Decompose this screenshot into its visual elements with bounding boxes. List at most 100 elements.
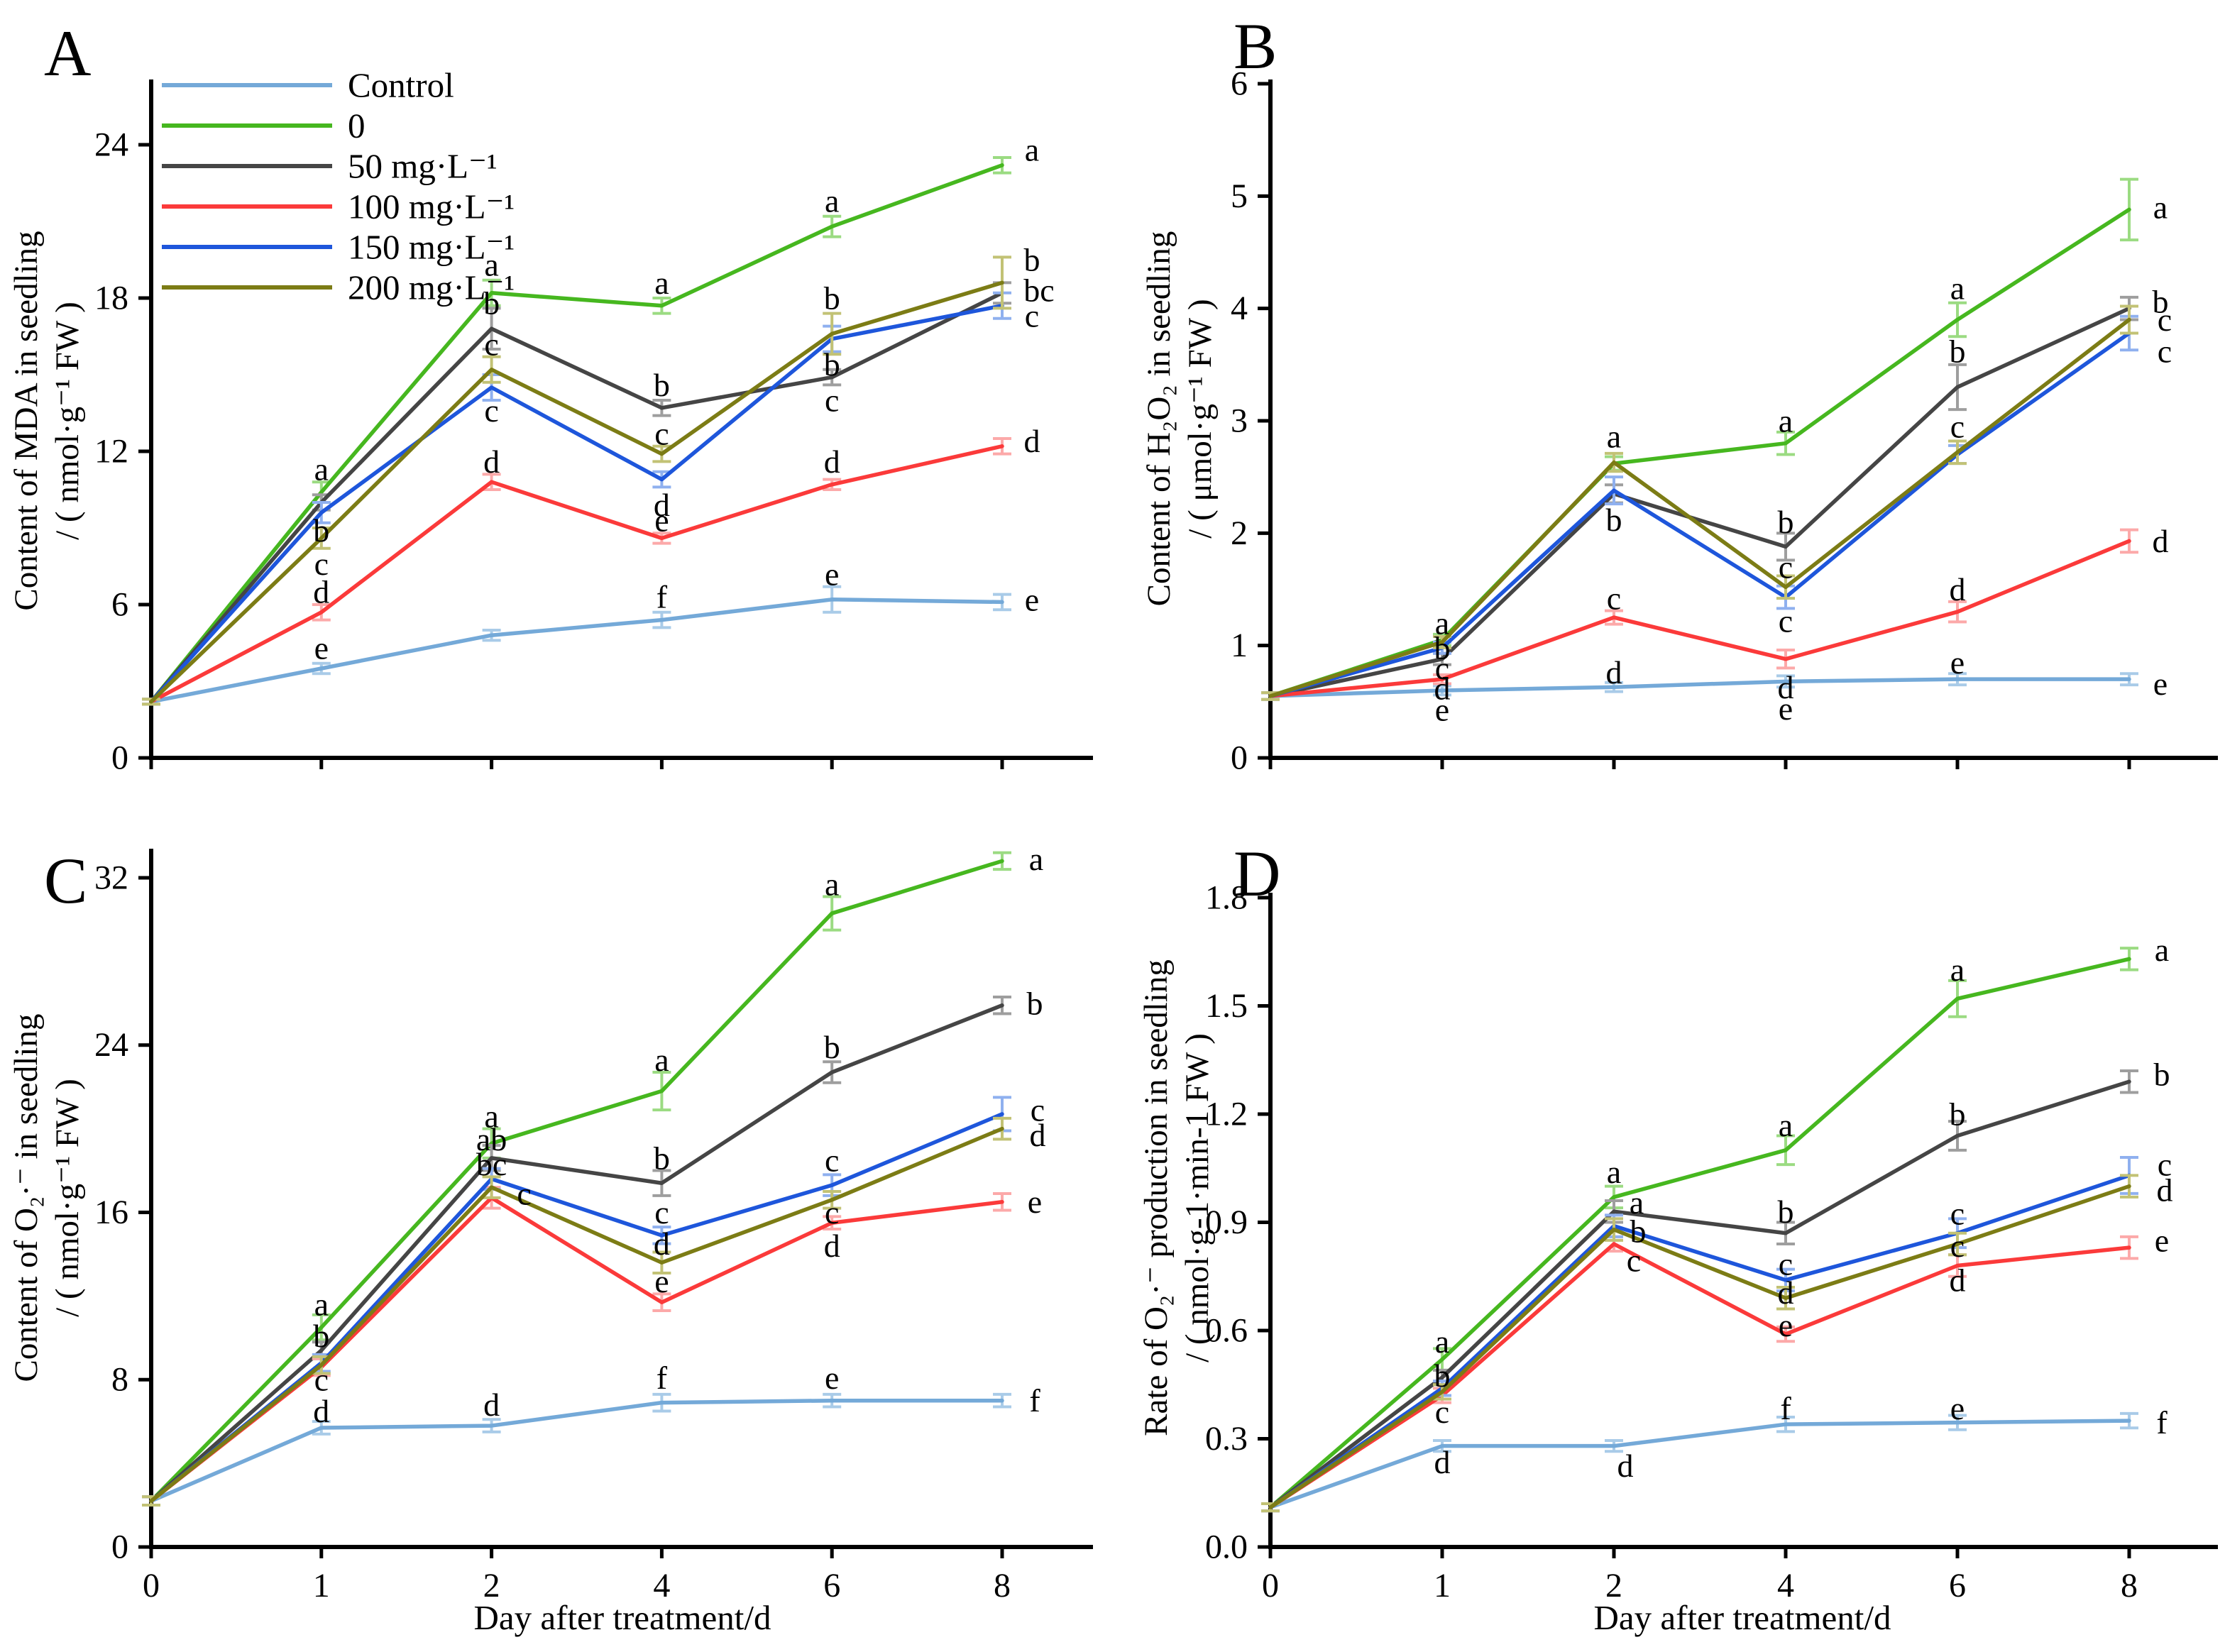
significance-letter: a: [825, 866, 839, 902]
significance-letter: c: [314, 546, 329, 582]
significance-letter: e: [654, 1263, 669, 1299]
series-line: [1268, 306, 2131, 698]
significance-letter: c: [654, 1194, 669, 1230]
series-100: [142, 437, 1011, 706]
series-200: [1261, 304, 2138, 701]
significance-letter: d: [2153, 523, 2169, 559]
significance-letter: b: [313, 1318, 329, 1354]
significance-letter: ab: [476, 1121, 507, 1157]
significance-letter: b: [1434, 629, 1451, 666]
significance-letter: d: [1434, 1444, 1451, 1480]
y-tick-label: 16: [94, 1194, 128, 1231]
significance-letter: c: [1435, 1394, 1449, 1430]
significance-letter: b: [1950, 1096, 1966, 1133]
y-tick-label: 0: [111, 739, 128, 777]
significance-letter: d: [1950, 1262, 1966, 1298]
significance-letter: d: [1950, 571, 1966, 607]
significance-letter: a: [1779, 1107, 1793, 1143]
panel-c-ytitle-line2: / ( nmol·g⁻¹ FW ): [49, 1079, 86, 1317]
significance-letter: d: [313, 1393, 329, 1429]
significance-letter: b: [1778, 504, 1794, 540]
panel-c-ytitle-line1: Content of O₂·⁻ in seedling: [8, 1014, 45, 1382]
significance-letter: a: [2155, 932, 2169, 968]
significance-letter: d: [654, 487, 670, 523]
panel-d-ytitle-line1: Rate of O₂·⁻ production in seedling: [1138, 959, 1175, 1436]
series-line: [1268, 1242, 2131, 1509]
series-line: [1268, 1419, 2131, 1509]
significance-letter: c: [1779, 602, 1793, 639]
panel-b-ytitle-line1: Content of H₂O₂ in seedling: [1141, 231, 1177, 607]
series-control: [1261, 1411, 2138, 1513]
y-tick-label: 1.2: [1205, 1096, 1248, 1133]
series-line: [149, 1398, 1004, 1503]
series-line: [1268, 1079, 2131, 1509]
series-line: [1268, 677, 2131, 698]
series-line: [149, 598, 1004, 704]
significance-letter: b: [824, 346, 840, 382]
significance-letter: e: [825, 556, 839, 592]
significance-letter: e: [825, 1360, 839, 1396]
significance-letter: e: [314, 630, 329, 666]
x-tick-label: 8: [994, 1567, 1011, 1604]
legend-label: 150 mg·L⁻¹: [348, 228, 515, 267]
series-line: [149, 163, 1004, 704]
significance-letter: d: [1617, 1448, 1634, 1484]
significance-letter: b: [1606, 502, 1622, 538]
significance-letter: c: [825, 1194, 839, 1230]
significance-letter: a: [1029, 841, 1043, 877]
significance-letter: b: [2153, 284, 2169, 320]
series-line: [149, 280, 1004, 704]
significance-letter: b: [1027, 985, 1043, 1021]
significance-letter: c: [1950, 1195, 1965, 1231]
significance-letter: f: [1029, 1382, 1040, 1419]
series-line: [1268, 317, 2131, 698]
significance-letter: bc: [476, 1146, 507, 1182]
panel-b-ytitle-line2: / ( μmol·g⁻¹ FW ): [1182, 299, 1219, 538]
significance-letter: c: [314, 1362, 329, 1398]
y-tick-label: 24: [94, 1026, 128, 1064]
significance-letter: e: [1435, 691, 1449, 727]
significance-letter: c: [1950, 408, 1965, 444]
series-line: [149, 1196, 1004, 1503]
series-line: [149, 1003, 1004, 1503]
significance-letter: b: [1434, 1358, 1451, 1394]
y-tick-label: 6: [111, 586, 128, 624]
x-tick-label: 0: [143, 1567, 160, 1604]
significance-letter: b: [824, 280, 840, 316]
legend-label: 200 mg·L⁻¹: [348, 268, 515, 307]
significance-letter: e: [1779, 690, 1793, 727]
significance-letter: a: [1779, 403, 1793, 439]
significance-letter: c: [1031, 1092, 1045, 1128]
significance-letter: a: [314, 451, 329, 488]
generated-chart-content: 06121824abcdeabccdabcdefabbcdeabbccde012…: [94, 65, 2218, 1604]
x-tick-label: 1: [313, 1567, 330, 1604]
y-tick-label: 0: [1231, 739, 1248, 777]
x-tick-label: 8: [2121, 1567, 2138, 1604]
significance-letter: d: [1606, 654, 1622, 690]
significance-letter: a: [1950, 952, 1965, 988]
significance-letter: a: [1607, 419, 1621, 455]
significance-letter: d: [654, 1226, 670, 1262]
significance-letter: f: [656, 579, 668, 615]
legend-label: 100 mg·L⁻¹: [348, 187, 515, 226]
significance-letter: f: [1780, 1390, 1791, 1426]
significance-letter: c: [517, 1175, 531, 1211]
y-tick-label: 8: [111, 1361, 128, 1399]
x-tick-label: 6: [823, 1567, 840, 1604]
y-tick-label: 0.0: [1205, 1529, 1248, 1566]
panel-d-xtitle: Day after treatment/d: [1593, 1598, 1891, 1637]
significance-letter: c: [1779, 549, 1793, 585]
y-tick-label: 18: [94, 280, 128, 317]
y-tick-label: 0: [111, 1529, 128, 1566]
significance-letter: a: [1435, 605, 1449, 641]
series-line: [1268, 957, 2131, 1509]
significance-letter: c: [1025, 298, 1039, 334]
series-line: [149, 859, 1004, 1503]
significance-letter: d: [824, 1228, 840, 1264]
panel-a-ytitle-line1: Content of MDA in seedling: [8, 231, 45, 610]
significance-letter: b: [313, 512, 329, 549]
x-tick-label: 4: [653, 1567, 670, 1604]
